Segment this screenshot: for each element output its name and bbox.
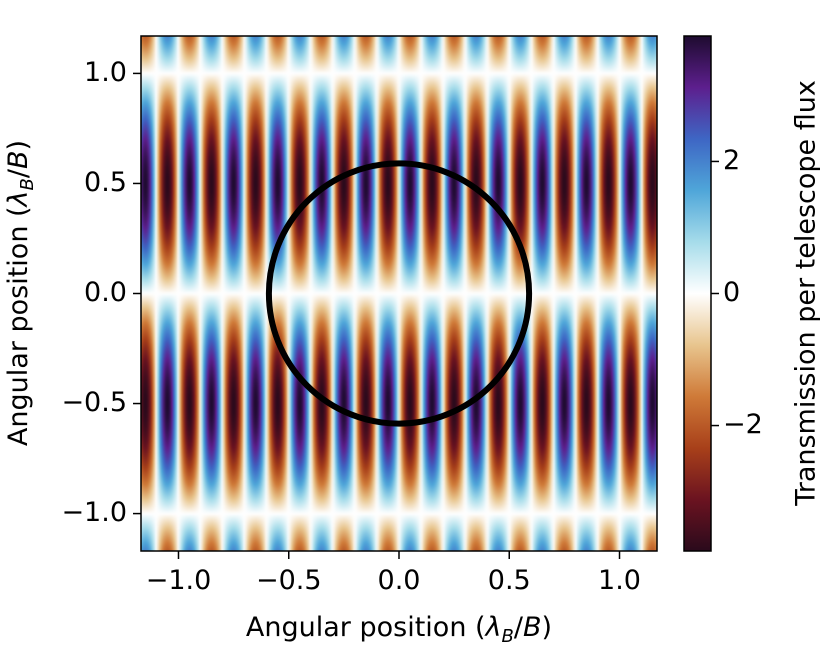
colorbar-gradient — [683, 35, 712, 552]
heatmap-area — [141, 36, 657, 551]
colorbar-ticks: −2 0 2 — [711, 145, 763, 440]
y-tick-label: −1.0 — [61, 497, 127, 528]
colorbar-tick-label: 0 — [723, 277, 740, 308]
x-tick-label: −0.5 — [256, 565, 322, 596]
y-axis-ticks: −1.0 −0.5 0.0 0.5 1.0 — [61, 57, 141, 528]
colorbar: −2 0 2 Transmission per telescope flux — [683, 35, 822, 552]
y-tick-label: −0.5 — [61, 387, 127, 418]
x-tick-label: −1.0 — [146, 565, 212, 596]
y-axis-label: Angular position (λB/B) — [3, 140, 38, 446]
y-tick-label: 1.0 — [84, 57, 127, 88]
y-tick-label: 0.5 — [84, 167, 127, 198]
heatmap-image — [141, 36, 657, 551]
colorbar-tick-label: 2 — [723, 145, 740, 176]
y-tick-label: 0.0 — [84, 277, 127, 308]
x-tick-label: 1.0 — [598, 565, 641, 596]
colorbar-tick-label: −2 — [723, 409, 763, 440]
x-axis-label: Angular position (λB/B) — [246, 612, 552, 647]
overlay-circle — [265, 160, 533, 427]
x-tick-label: 0.0 — [378, 565, 421, 596]
x-axis-ticks: −1.0 −0.5 0.0 0.5 1.0 — [146, 551, 641, 596]
x-tick-label: 0.5 — [488, 565, 531, 596]
colorbar-label: Transmission per telescope flux — [791, 80, 822, 507]
